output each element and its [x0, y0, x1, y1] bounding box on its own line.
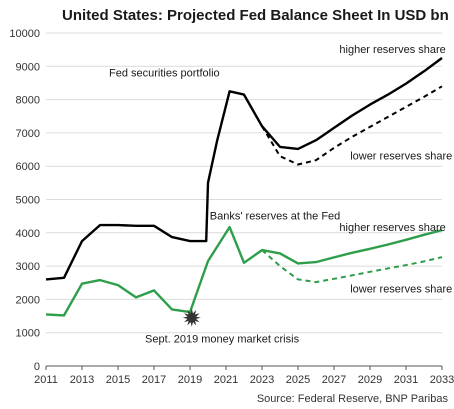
- crisis-burst-icon: [182, 308, 201, 327]
- source-note: Source: Federal Reserve, BNP Paribas: [257, 393, 449, 405]
- series-group: [45, 57, 443, 317]
- chart-title: United States: Projected Fed Balance She…: [62, 7, 449, 24]
- grid: [46, 32, 442, 367]
- annotation-label: Banks' reserves at the Fed: [210, 210, 340, 222]
- x-tick-label: 2025: [286, 374, 310, 386]
- x-tick-label: 2031: [394, 374, 418, 386]
- x-tick-label: 2015: [106, 374, 130, 386]
- series-line-3: [261, 249, 443, 284]
- x-tick-label: 2029: [358, 374, 382, 386]
- y-tick-label: 2000: [16, 294, 40, 306]
- annotation-label: higher reserves share: [339, 222, 445, 234]
- y-tick-label: 3000: [16, 261, 40, 273]
- y-tick-label: 0: [34, 361, 40, 373]
- crisis-marker: [182, 308, 201, 327]
- y-tick-label: 4000: [16, 228, 40, 240]
- y-tick-label: 5000: [16, 195, 40, 207]
- x-tick-label: 2017: [142, 374, 166, 386]
- annotation-label: Sept. 2019 money market crisis: [145, 334, 300, 346]
- y-tick-label: 8000: [16, 95, 40, 107]
- x-tick-label: 2033: [430, 374, 454, 386]
- x-axis-ticks: 2011 2013 2015 2017 2019 2021 2023 2025 2027 2029…: [34, 366, 454, 386]
- annotation-label: lower reserves share: [350, 151, 452, 163]
- x-tick-label: 2023: [250, 374, 274, 386]
- annotation-label: Fed securities portfolio: [109, 67, 220, 79]
- series-line-1: [261, 85, 443, 166]
- y-tick-label: 10000: [9, 28, 40, 40]
- annotation-label: lower reserves share: [350, 284, 452, 296]
- x-tick-label: 2011: [34, 374, 58, 386]
- annotations: Fed securities portfolio higher reserves …: [109, 44, 452, 346]
- y-tick-label: 9000: [16, 61, 40, 73]
- x-tick-label: 2013: [70, 374, 94, 386]
- annotation-label: higher reserves share: [339, 44, 445, 56]
- series-line-0: [45, 57, 443, 281]
- y-tick-label: 1000: [16, 328, 40, 340]
- x-tick-label: 2021: [214, 374, 238, 386]
- y-tick-label: 6000: [16, 161, 40, 173]
- x-tick-label: 2027: [322, 374, 346, 386]
- y-axis-ticks: 0 1000 2000 3000 4000 5000 6000 7000 8000 9000 100…: [9, 28, 40, 373]
- series-line-2: [45, 225, 443, 317]
- y-tick-label: 7000: [16, 128, 40, 140]
- x-tick-label: 2019: [178, 374, 202, 386]
